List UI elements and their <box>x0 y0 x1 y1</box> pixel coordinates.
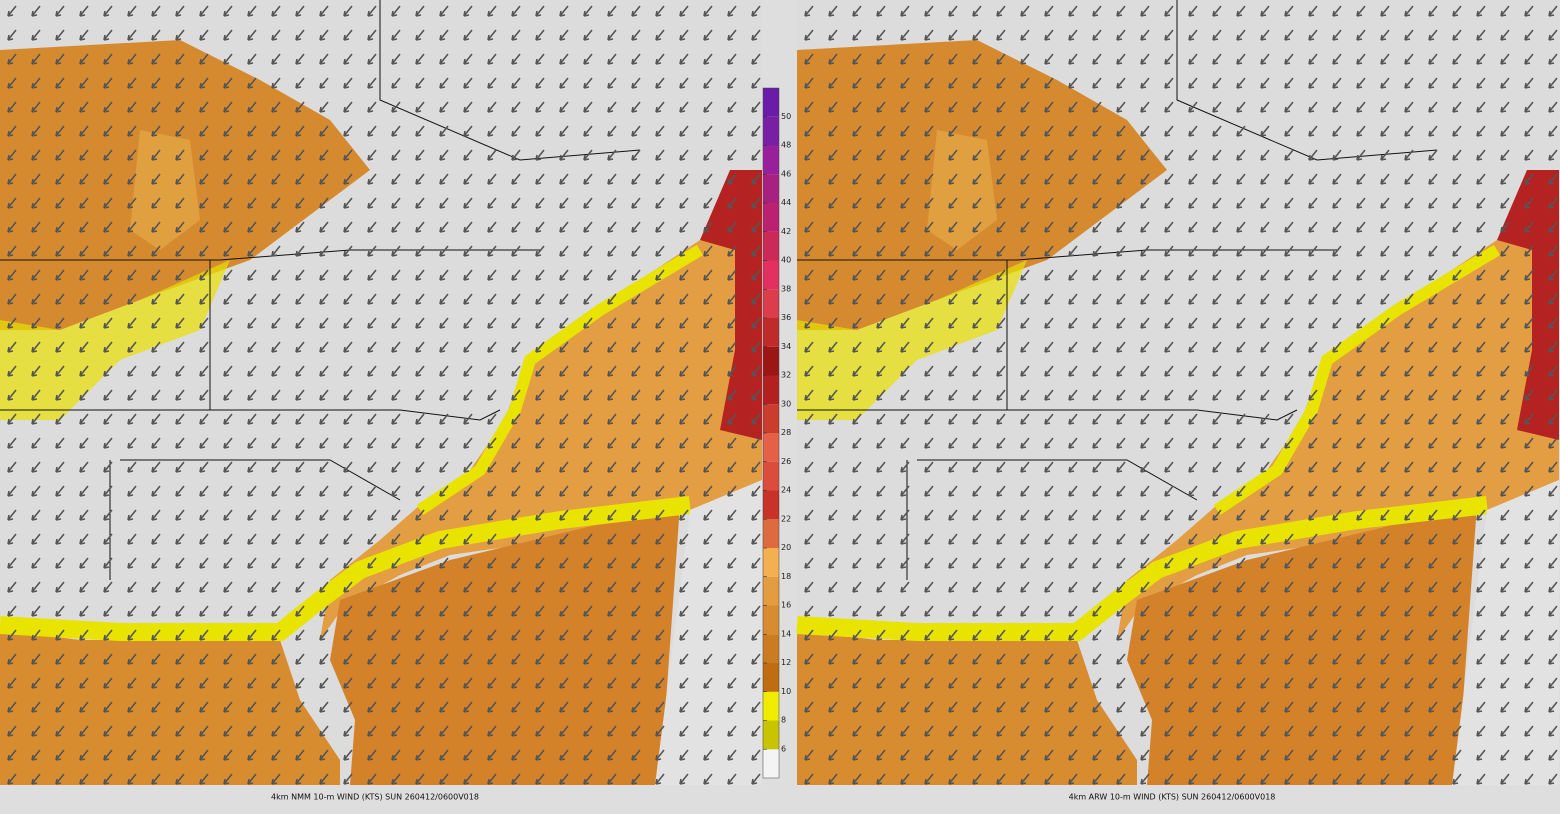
caption: 4km NMM 10-m WIND (KTS) SUN 260412/0600V… <box>271 793 479 802</box>
colorbar-swatch <box>763 375 779 405</box>
colorbar-label: 44 <box>781 198 791 207</box>
caption: 4km ARW 10-m WIND (KTS) SUN 260412/0600V… <box>1069 793 1276 802</box>
colorbar-label: 20 <box>781 543 791 552</box>
colorbar-swatch <box>763 720 779 750</box>
colorbar-swatch <box>763 663 779 692</box>
colorbar-swatch <box>763 145 779 175</box>
colorbar-swatch <box>763 260 779 290</box>
colorbar-label: 22 <box>781 514 791 523</box>
colorbar-label: 24 <box>781 486 791 495</box>
colorbar-swatch <box>763 88 779 117</box>
colorbar-label: 38 <box>781 284 791 293</box>
colorbar-swatch <box>763 519 779 548</box>
colorbar-label: 14 <box>781 629 791 638</box>
colorbar-swatch <box>763 605 779 635</box>
colorbar-label: 8 <box>781 716 786 725</box>
colorbar-swatch <box>763 289 779 318</box>
colorbar-label: 16 <box>781 601 791 610</box>
colorbar-swatch <box>763 346 779 376</box>
colorbar-swatch <box>763 548 779 577</box>
colorbar-label: 36 <box>781 313 791 322</box>
colorbar-label: 42 <box>781 227 791 236</box>
colorbar-swatch <box>763 576 779 606</box>
colorbar-label: 34 <box>781 342 791 351</box>
colorbar-label: 18 <box>781 572 791 581</box>
colorbar-swatch <box>763 691 779 721</box>
colorbar: 6 8 10 12 14 16 18 20 22 24 26 28 30 32 34 36 38 40 42 44 46… <box>762 87 791 779</box>
colorbar-swatch <box>763 231 779 261</box>
colorbar-label: 50 <box>781 112 791 121</box>
colorbar-label: 28 <box>781 428 791 437</box>
colorbar-label: 46 <box>781 169 791 178</box>
map-panel-right <box>797 0 1559 785</box>
colorbar-swatch <box>763 461 779 491</box>
colorbar-label: 40 <box>781 256 791 265</box>
colorbar-label: 30 <box>781 399 791 408</box>
map-panel-left <box>0 0 762 785</box>
colorbar-swatch <box>763 404 779 433</box>
colorbar-swatch <box>763 318 779 347</box>
colorbar-swatch <box>763 174 779 203</box>
colorbar-label: 32 <box>781 371 791 380</box>
colorbar-swatch <box>763 433 779 462</box>
colorbar-label: 10 <box>781 687 791 696</box>
colorbar-swatch <box>763 116 779 146</box>
colorbar-swatch <box>763 203 779 232</box>
colorbar-swatch <box>763 490 779 520</box>
caption-bar <box>0 786 1560 810</box>
colorbar-swatch <box>763 749 779 778</box>
colorbar-label: 6 <box>781 744 786 753</box>
colorbar-label: 12 <box>781 658 791 667</box>
colorbar-swatch <box>763 634 779 663</box>
colorbar-label: 26 <box>781 457 791 466</box>
colorbar-label: 48 <box>781 141 791 150</box>
